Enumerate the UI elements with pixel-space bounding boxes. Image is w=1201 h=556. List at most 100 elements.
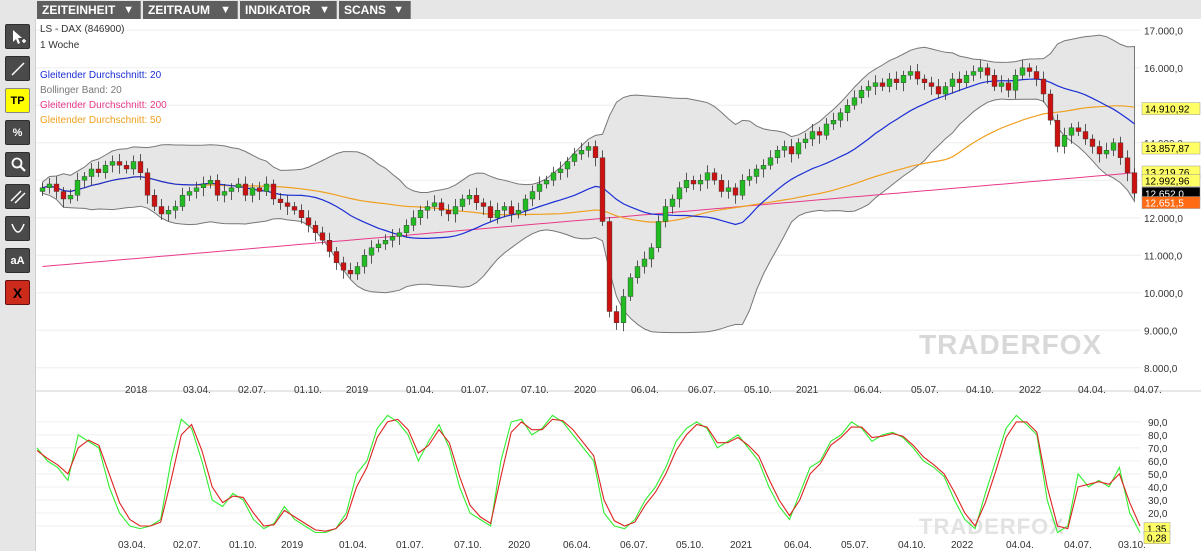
zoom-tool-button[interactable] — [5, 152, 30, 177]
candle-body — [837, 112, 844, 121]
price-tick-label: 17.000,0 — [1144, 26, 1183, 37]
price-tag-box — [1141, 141, 1201, 155]
stochastic-lines — [36, 414, 1141, 534]
candle-body — [1040, 78, 1047, 95]
candle-body — [872, 82, 879, 87]
candle-body — [802, 138, 809, 143]
candle-body — [543, 180, 550, 185]
x-tick-label: 06.04. — [854, 385, 882, 396]
candle-body — [578, 150, 585, 155]
x-tick-label: 04.07. — [1064, 540, 1092, 551]
candle-body — [949, 78, 956, 87]
candle-body — [879, 82, 886, 87]
instrument-label: LS - DAX (846900) — [40, 24, 125, 35]
candle-body — [984, 67, 991, 76]
magnifier-icon — [11, 157, 26, 172]
x-tick-label: 04.04. — [1078, 385, 1106, 396]
candle-body — [88, 168, 95, 177]
candle-body — [690, 180, 697, 185]
candle-body — [214, 180, 221, 196]
x-tick-label: 04.10. — [966, 385, 994, 396]
candle-body — [487, 206, 494, 218]
candle-body — [641, 258, 648, 267]
text-tool-button[interactable]: aA — [5, 248, 30, 273]
candle-body — [508, 206, 515, 215]
candle-body — [564, 161, 571, 170]
price-tag-label: 13.219,76 — [1145, 168, 1190, 179]
candle-body — [95, 168, 102, 173]
tp-tool-button[interactable]: TP — [5, 88, 30, 113]
candle-body — [417, 210, 424, 218]
stoch-tags: 1,350,28 — [1143, 522, 1171, 545]
arc-tool-button[interactable] — [5, 216, 30, 241]
x-tick-label: 04.07. — [1134, 385, 1162, 396]
candle-body — [1026, 67, 1033, 72]
candle-body — [683, 180, 690, 188]
candle-body — [1012, 75, 1019, 91]
stoch-tick-label: 90,0 — [1148, 418, 1168, 429]
candle-body — [494, 210, 501, 218]
x-tick-label: 06.04. — [631, 385, 659, 396]
candle-body — [935, 86, 942, 95]
candle-body — [676, 187, 683, 200]
candle-body — [718, 180, 725, 192]
candle-body — [298, 210, 305, 218]
candle-body — [60, 191, 67, 200]
candle-body — [844, 105, 851, 113]
candle-body — [991, 75, 998, 87]
drawing-toolbar: TP % aA X — [0, 19, 36, 551]
candle-body — [53, 183, 60, 192]
candle-body — [956, 78, 963, 83]
candle-body — [522, 198, 529, 211]
candle-body — [1131, 172, 1138, 194]
menu-indikator-button[interactable]: INDIKATOR ▼ — [240, 1, 337, 19]
candle-body — [340, 262, 347, 271]
candle-body — [571, 153, 578, 162]
x-tick-label: 01.07. — [461, 385, 489, 396]
candle-body — [858, 90, 865, 98]
price-tick-label: 10.000,0 — [1144, 289, 1183, 300]
line-tool-button[interactable] — [5, 56, 30, 81]
candle-body — [158, 206, 165, 215]
menu-scans-button[interactable]: SCANS ▼ — [339, 1, 411, 19]
candle-body — [893, 78, 900, 83]
candle-body — [669, 198, 676, 207]
candle-body — [921, 78, 928, 83]
menu-zeitraum-button[interactable]: ZEITRAUM ▼ — [143, 1, 238, 19]
x-tick-label: 07.10. — [521, 385, 549, 396]
stoch-line-0 — [36, 414, 1141, 534]
line-icon — [10, 61, 25, 76]
candle-body — [116, 161, 123, 166]
candle-body — [851, 97, 858, 106]
chart-svg[interactable]: TRADERFOX TRADERFOX 8.000,0 9.000,0 10.000… — [36, 19, 1201, 551]
candle-body — [550, 172, 557, 181]
candle-body — [753, 168, 760, 177]
x-tick-label: 05.07. — [841, 540, 869, 551]
ma200-line — [42, 172, 1135, 267]
channel-tool-button[interactable] — [5, 184, 30, 209]
menu-zeiteinheit-button[interactable]: ZEITEINHEIT ▼ — [37, 1, 141, 19]
candle-body — [109, 161, 116, 166]
candle-body — [151, 195, 158, 207]
arc-icon — [10, 223, 25, 233]
candle-body — [137, 161, 144, 173]
candle-body — [1089, 138, 1096, 147]
candle-body — [403, 225, 410, 233]
candle-body — [193, 187, 200, 192]
candle-body — [256, 187, 263, 192]
candle-body — [102, 165, 109, 173]
percent-tool-button[interactable]: % — [5, 120, 30, 145]
delete-tool-button[interactable]: X — [5, 280, 30, 305]
candle-body — [354, 266, 361, 275]
cursor-tool-button[interactable] — [5, 24, 30, 49]
chart-area[interactable]: TRADERFOX TRADERFOX 8.000,0 9.000,0 10.000… — [36, 19, 1201, 551]
stoch-tick-label: 30,0 — [1148, 496, 1168, 507]
candle-body — [627, 277, 634, 297]
candle-body — [326, 240, 333, 252]
stoch-tag-box — [1143, 531, 1171, 544]
candle-body — [186, 191, 193, 196]
candle-body — [305, 217, 312, 226]
candle-body — [711, 172, 718, 181]
price-tag-label: 12.992,96 — [1145, 177, 1190, 188]
candle-body — [795, 142, 802, 155]
